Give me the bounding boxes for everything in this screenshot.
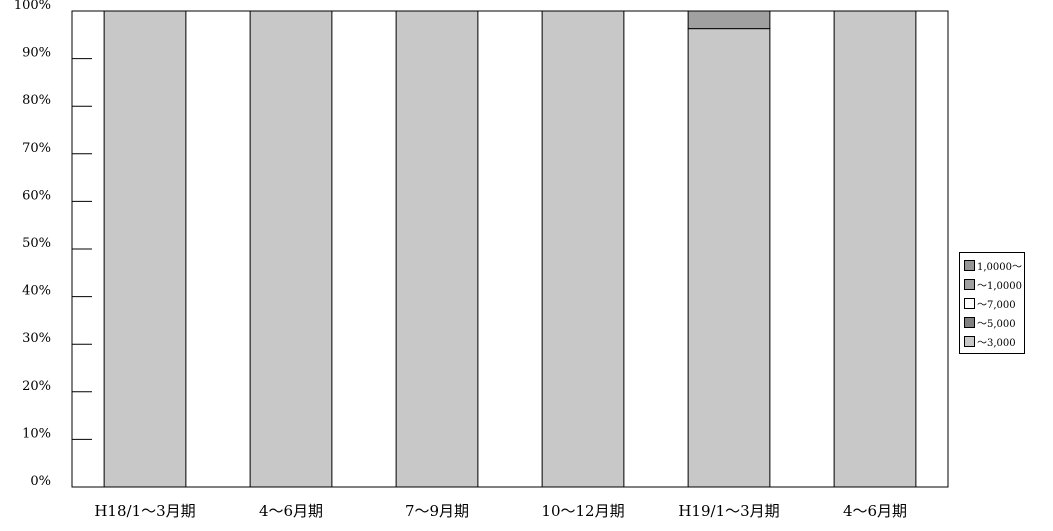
legend-swatch <box>964 279 975 290</box>
legend-label: ～7,000 <box>977 300 1016 311</box>
bar-segment <box>249 10 333 488</box>
legend-item: ～7,000 <box>964 294 1024 313</box>
y-axis: 0% 10% 20% 30% 40% 50% 60% 70% 80% 90% 100% <box>14 0 92 489</box>
bar-segment <box>103 10 187 488</box>
y-tick-label: 30% <box>22 331 51 346</box>
legend-item: ～1,0000 <box>964 275 1024 294</box>
legend-item: ～3,000 <box>964 332 1024 351</box>
bars-layer <box>103 10 917 488</box>
x-category-label: 10～12月期 <box>541 502 624 520</box>
y-tick-label: 70% <box>22 141 51 156</box>
x-axis: H18/1～3月期 4～6月期 7～9月期 10～12月期 H19/1～3月期 4～6月期 <box>94 502 907 520</box>
legend-swatch <box>964 298 975 309</box>
y-tick-label: 100% <box>14 0 51 13</box>
legend-swatch <box>964 260 975 271</box>
legend-label: ～3,000 <box>977 338 1016 349</box>
legend-label: ～5,000 <box>977 319 1016 330</box>
y-tick-label: 40% <box>22 284 51 299</box>
y-tick-label: 20% <box>22 379 51 394</box>
legend-swatch <box>964 336 975 347</box>
legend-label: ～1,0000 <box>977 281 1022 292</box>
x-category-label: H19/1～3月期 <box>678 502 779 520</box>
legend-item: ～5,000 <box>964 313 1024 332</box>
y-tick-label: 10% <box>22 426 51 441</box>
legend-swatch <box>964 317 975 328</box>
x-category-label: H18/1～3月期 <box>94 502 195 520</box>
bar-segment <box>687 28 771 488</box>
y-tick-label: 60% <box>22 188 51 203</box>
bar-segment <box>687 10 771 30</box>
x-category-label: 4～6月期 <box>259 502 323 520</box>
y-tick-label: 50% <box>22 236 51 251</box>
x-category-label: 7～9月期 <box>405 502 469 520</box>
y-tick-label: 80% <box>22 93 51 108</box>
x-category-label: 4～6月期 <box>843 502 907 520</box>
y-tick-label: 90% <box>22 46 51 61</box>
bar-segment <box>833 10 917 488</box>
legend-label: 1,0000～ <box>977 262 1022 273</box>
y-tick-label: 0% <box>30 474 51 489</box>
legend-item: 1,0000～ <box>964 256 1024 275</box>
bar-segment <box>395 10 479 488</box>
bar-segment <box>541 10 625 488</box>
legend: 1,0000～ ～1,0000 ～7,000 ～5,000 ～3,000 <box>959 252 1025 354</box>
plot-frame <box>71 10 949 488</box>
